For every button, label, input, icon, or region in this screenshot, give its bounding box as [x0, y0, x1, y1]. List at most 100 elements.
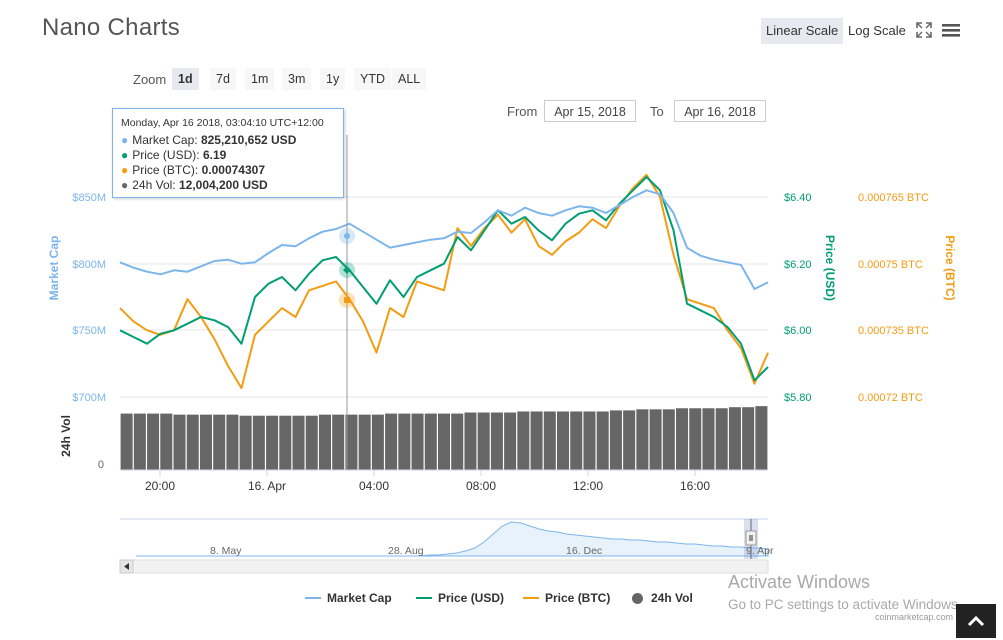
hamburger-menu-icon[interactable]: [941, 20, 963, 42]
nav-label-apr: 9. Apr: [746, 545, 774, 557]
navigator[interactable]: 8. May 28. Aug 16. Dec 9. Apr: [119, 518, 774, 574]
from-label: From: [507, 104, 538, 119]
credits-link[interactable]: coinmarketcap.com: [875, 612, 954, 622]
volume-bar: [160, 413, 173, 470]
fullscreen-icon[interactable]: [914, 20, 936, 42]
volume-bar: [305, 415, 318, 470]
volume-bar: [504, 412, 517, 470]
volume-bar: [279, 415, 292, 470]
volume-bar: [649, 409, 662, 470]
volume-bar: [570, 411, 583, 470]
usd-axis-title: Price (USD): [823, 235, 837, 301]
volume-bar: [755, 406, 768, 470]
bullet-icon: ●: [121, 133, 129, 147]
usd-tick-640: $6.40: [784, 192, 812, 204]
volume-bar: [266, 415, 279, 470]
zoom-1d-button[interactable]: 1d: [172, 68, 199, 90]
volume-bar: [596, 411, 609, 470]
volume-bar: [676, 408, 689, 470]
volume-bar: [662, 409, 675, 470]
x-tick-0800: 08:00: [466, 479, 496, 493]
nav-label-aug: 28. Aug: [388, 545, 424, 557]
tooltip-row-volume: ● 24h Vol: 12,004,200 USD: [121, 178, 268, 192]
series-line-price-usd: [119, 176, 769, 382]
zoom-1y-button[interactable]: 1y: [320, 68, 346, 90]
x-tick-0400: 04:00: [359, 479, 389, 493]
legend-item-price-usd[interactable]: Price (USD): [416, 589, 504, 607]
legend-swatch: [416, 597, 432, 599]
volume-bar: [199, 414, 212, 470]
nav-label-may: 8. May: [210, 545, 242, 557]
mcap-tick-750: $750M: [72, 325, 106, 337]
volume-bar: [530, 411, 543, 470]
legend-item-market-cap[interactable]: Market Cap: [305, 589, 392, 607]
x-tick-2000: 20:00: [145, 479, 175, 493]
x-tick-1200: 12:00: [573, 479, 603, 493]
volume-bar: [557, 411, 570, 470]
volume-bar: [543, 411, 556, 470]
bullet-icon: ●: [121, 163, 129, 177]
zoom-1m-button[interactable]: 1m: [245, 68, 275, 90]
series-lines: [119, 173, 769, 390]
tooltip-row-price-usd: ● Price (USD): 6.19: [121, 148, 227, 162]
navigator-area: [136, 521, 769, 557]
volume-bar: [437, 413, 451, 470]
tooltip-label: 24h Vol: [132, 178, 173, 192]
legend-label: Price (BTC): [545, 591, 611, 605]
grid-lines: [120, 196, 768, 398]
volume-bar: [398, 413, 411, 470]
volume-bar: [252, 415, 265, 470]
zoom-all-button[interactable]: ALL: [392, 68, 427, 90]
volume-bar: [147, 413, 160, 470]
page-title: Nano Charts: [42, 14, 181, 41]
from-date-input[interactable]: Apr 15, 2018: [544, 100, 636, 122]
log-scale-button[interactable]: Log Scale: [848, 23, 906, 38]
tooltip-label: Price (BTC): [132, 163, 195, 177]
x-tick-1600: 16:00: [680, 479, 710, 493]
navigator-scrollbar[interactable]: [119, 559, 769, 574]
legend-label: Market Cap: [327, 591, 392, 605]
navigator-handle[interactable]: [745, 530, 757, 546]
volume-bar: [517, 411, 530, 470]
btc-tick-750: 0.00075 BTC: [858, 259, 923, 271]
volume-bar: [490, 412, 503, 470]
legend-label: 24h Vol: [651, 591, 693, 605]
volume-bar: [583, 411, 596, 470]
nav-label-dec: 16. Dec: [566, 545, 602, 557]
linear-scale-button[interactable]: Linear Scale: [761, 18, 844, 44]
zoom-7d-button[interactable]: 7d: [210, 68, 236, 90]
zoom-3m-button[interactable]: 3m: [282, 68, 312, 90]
volume-bar: [318, 414, 331, 470]
usd-tick-620: $6.20: [784, 259, 812, 271]
volume-bars: [120, 406, 768, 470]
tooltip-value: 12,004,200 USD: [178, 178, 268, 192]
to-date-input[interactable]: Apr 16, 2018: [674, 100, 766, 122]
btc-tick-735: 0.000735 BTC: [858, 325, 929, 337]
hover-dot-usd: [343, 266, 351, 274]
volume-bar: [636, 409, 649, 470]
volume-bar: [451, 413, 464, 470]
volume-bar: [332, 414, 345, 470]
tooltip-value: 0.00074307: [201, 163, 265, 177]
activation-watermark-subtitle: Go to PC settings to activate Windows.: [728, 597, 962, 612]
activation-watermark-title: Activate Windows: [728, 572, 871, 592]
volume-bar: [239, 415, 252, 470]
volume-bar: [609, 410, 622, 470]
btc-tick-765: 0.000765 BTC: [858, 192, 929, 204]
volume-bar: [623, 410, 636, 470]
legend-item-volume[interactable]: 24h Vol: [632, 589, 693, 607]
volume-bar: [411, 413, 424, 470]
volume-bar: [742, 407, 755, 470]
usd-tick-600: $6.00: [784, 325, 812, 337]
volume-bar: [464, 412, 477, 470]
zoom-label: Zoom: [133, 72, 167, 87]
scroll-to-top-button[interactable]: [956, 604, 996, 638]
series-line-price-btc: [119, 173, 769, 390]
zoom-ytd-button[interactable]: YTD: [354, 68, 391, 90]
bullet-icon: ●: [121, 148, 129, 162]
volume-bar: [186, 414, 199, 470]
volume-bar: [728, 407, 741, 470]
legend-item-price-btc[interactable]: Price (BTC): [523, 589, 610, 607]
tooltip-value: 825,210,652 USD: [200, 133, 297, 147]
